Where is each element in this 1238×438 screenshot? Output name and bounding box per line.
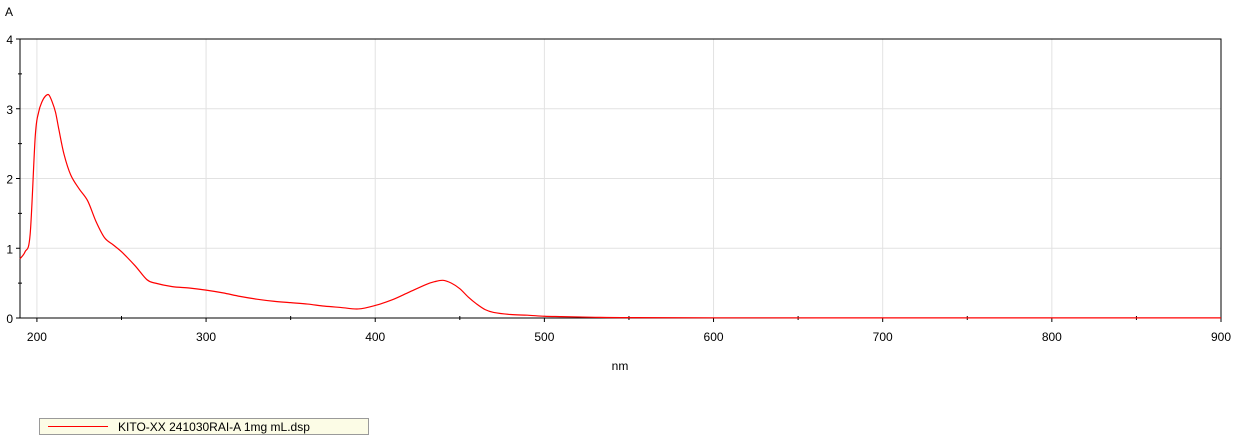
legend: KITO-XX 241030RAI-A 1mg mL.dsp — [39, 418, 369, 435]
x-tick-label: 400 — [365, 330, 385, 344]
legend-swatch — [48, 426, 108, 427]
absorbance-line — [19, 93, 1221, 319]
y-tick-label: 2 — [6, 173, 13, 187]
x-tick-label: 700 — [873, 330, 893, 344]
x-tick-label: 900 — [1211, 330, 1231, 344]
x-tick-label: 200 — [27, 330, 47, 344]
y-tick-label: 1 — [6, 242, 13, 256]
y-axis-title: A — [5, 5, 13, 19]
grid-lines — [20, 39, 1221, 318]
y-tick-label: 4 — [6, 33, 13, 47]
spectrum-chart: A 200 300 400 500 600 700 800 900 0 1 2 3 4 nm — [5, 5, 1231, 373]
y-tick-label: 0 — [6, 312, 13, 326]
x-tick-label: 800 — [1042, 330, 1062, 344]
x-axis-title: nm — [612, 359, 629, 373]
x-tick-label: 500 — [534, 330, 554, 344]
legend-label: KITO-XX 241030RAI-A 1mg mL.dsp — [118, 419, 310, 434]
x-tick-label: 600 — [704, 330, 724, 344]
axis-ticks: 200 300 400 500 600 700 800 900 0 1 2 3 4 — [6, 33, 1231, 344]
y-tick-label: 3 — [6, 103, 13, 117]
x-tick-label: 300 — [196, 330, 216, 344]
